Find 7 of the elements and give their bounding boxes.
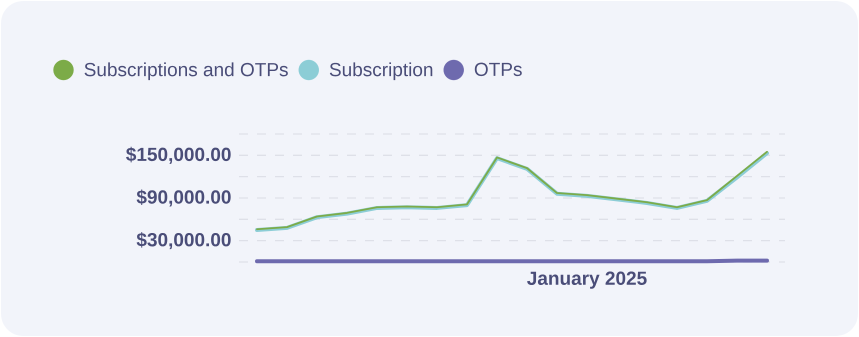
- y-tick-label: $150,000.00: [126, 146, 231, 164]
- legend-label: OTPs: [474, 62, 522, 76]
- legend-label: Subscription: [330, 62, 432, 80]
- legend-label: Subscriptions and OTPs: [84, 62, 288, 80]
- y-tick-label: $90,000.00: [136, 189, 231, 206]
- y-tick-label: $30,000.00: [136, 232, 231, 250]
- x-tick-label: January 2025: [527, 272, 647, 289]
